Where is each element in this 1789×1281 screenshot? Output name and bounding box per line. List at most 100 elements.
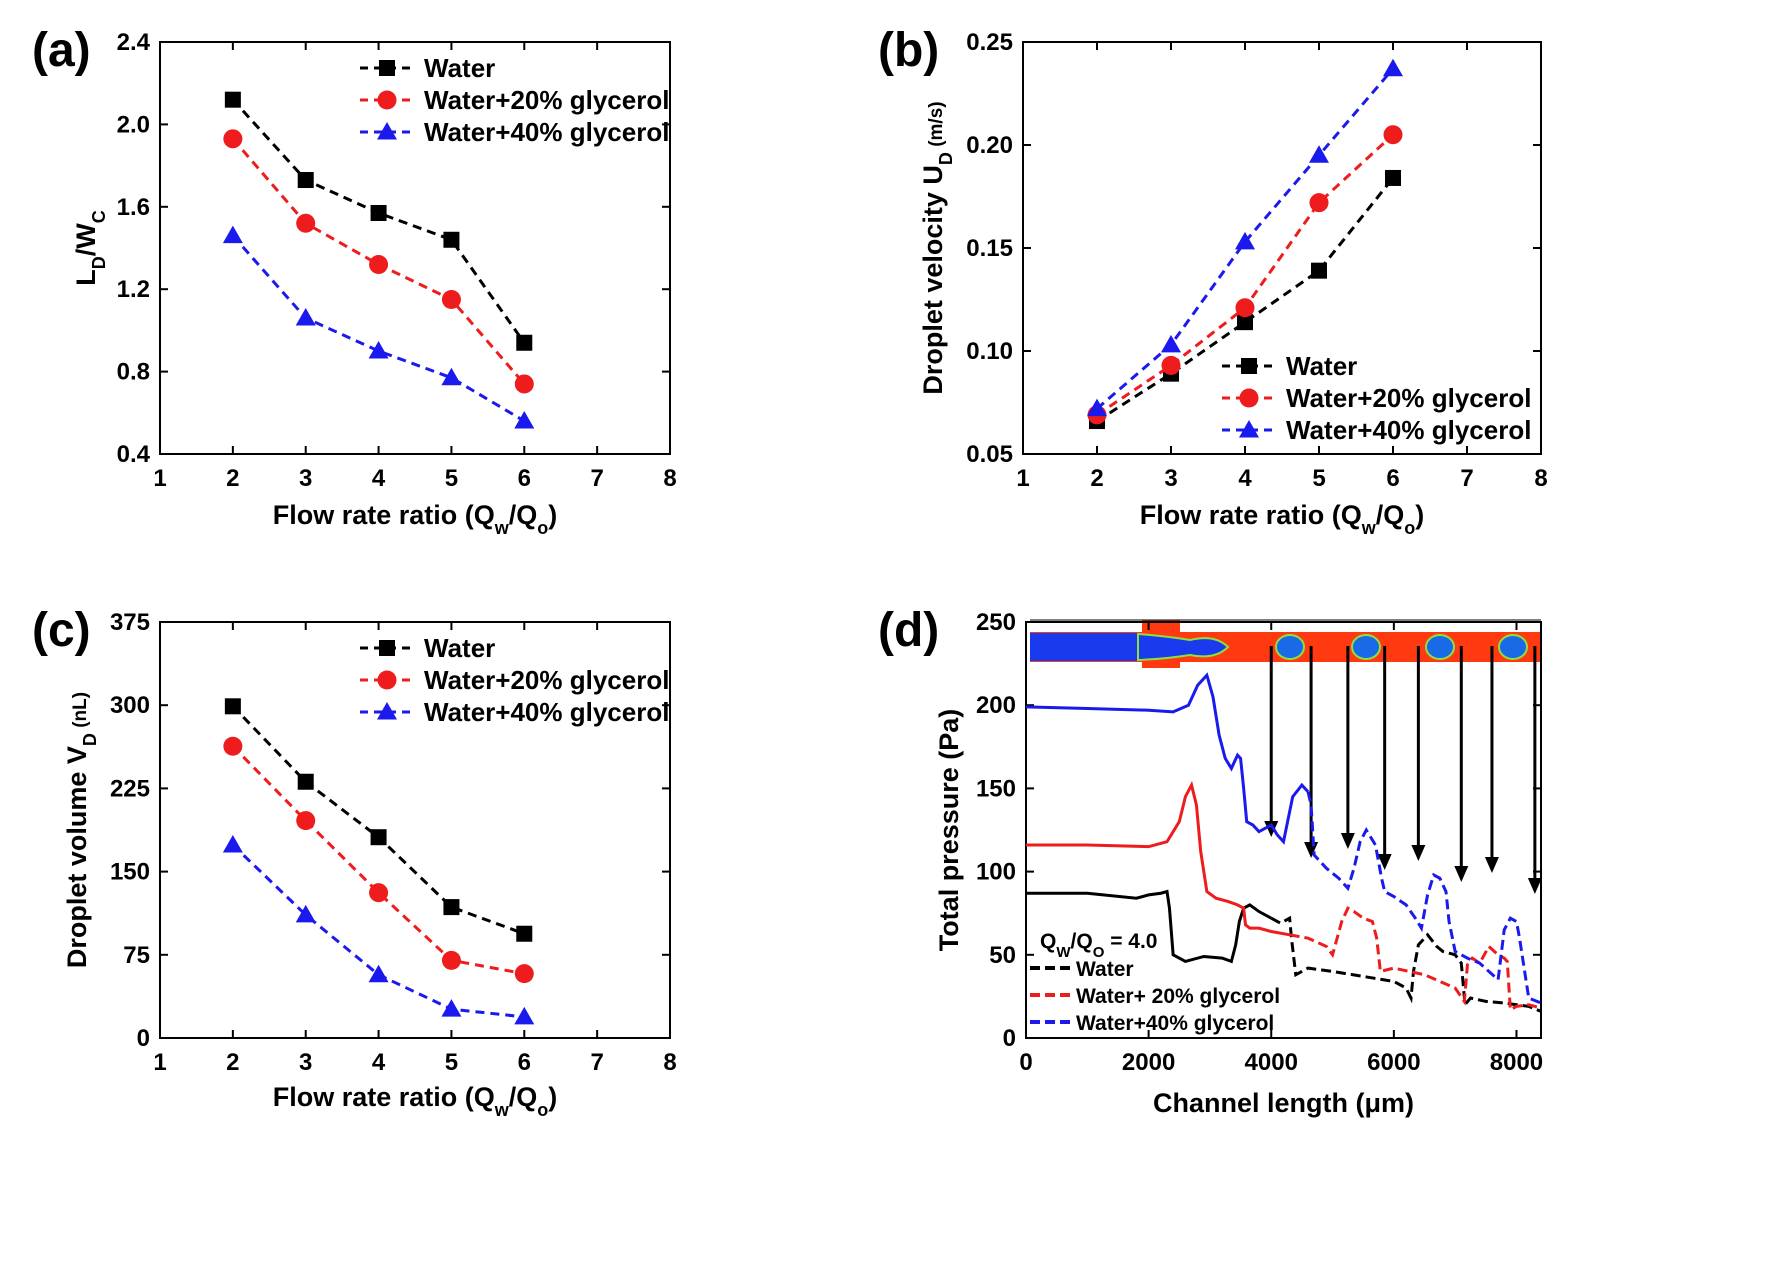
y-axis-label: Droplet volume VD (nL) [62,692,100,968]
data-point [443,231,460,248]
data-point [1237,314,1253,331]
data-point [368,341,389,359]
legend-item: Water [360,633,495,663]
data-point [1309,193,1329,213]
y-tick-label: 200 [976,692,1016,719]
y-axis-label-text: Droplet volume V [62,746,92,968]
x-axis-label: Flow rate ratio (Qw/Qo) [273,1082,558,1120]
data-point [1161,355,1181,375]
x-axis-label: Flow rate ratio (Qw/Qo) [273,500,558,538]
x-tick-label: 2000 [1122,1049,1175,1076]
y-axis-label-sub: D [80,733,100,746]
dispersed-inlet [1030,633,1140,661]
series-line-dashed [1289,906,1542,1013]
flow-ratio-annotation: QW/QO = 4.0 [1040,930,1158,961]
data-point [224,698,241,715]
plot-frame [1025,621,1542,1039]
legend-label: Water+40% glycerol [1076,1012,1274,1035]
y-tick-label: 0.10 [966,338,1013,365]
droplet [1275,634,1305,660]
annotation-text: Q [1040,930,1056,953]
series-line [231,843,525,1019]
plot-frame [159,41,671,455]
x-tick-label: 6 [518,1049,531,1076]
y-tick-label: 0 [1003,1025,1016,1052]
panel-b: (b) 1 2 3 4 5 6 7 8 0.05 0.10 0.15 0.20 0.25 Flow rate… [878,24,1548,538]
y-tick-label: 150 [110,859,150,886]
x-axis-label-text: Flow rate ratio (Q [273,500,495,530]
data-point [370,829,387,846]
data-point [297,172,314,189]
data-point [441,367,462,386]
legend-label: Water [1076,958,1134,981]
data-point [1235,231,1255,250]
plot-frame [159,621,671,1039]
data-point [443,899,460,916]
panel-label: (d) [878,604,939,657]
legend-item: Water+40% glycerol [1030,1012,1274,1035]
series-line [231,745,525,976]
series-line-solid [1026,780,1290,937]
x-tick-label: 4 [372,465,386,492]
series-water-40-glycerol [222,834,535,1025]
data-point [441,950,461,970]
data-point [516,925,533,942]
legend-item: Water+20% glycerol [1222,383,1531,413]
x-axis-label-mid: /Q [1376,500,1405,530]
x-axis-label-end: ) [548,1082,557,1112]
data-point [368,964,389,983]
forming-droplet [1137,632,1230,662]
data-point [297,773,314,790]
legend-item: Water+20% glycerol [360,665,669,695]
data-point [222,225,243,244]
arrow-head [1264,821,1279,837]
series-water-40-glycerol [1025,672,1542,1005]
series-water-20-glycerol [1026,780,1542,1013]
x-axis-label-mid: /Q [509,1082,538,1112]
data-point [1311,262,1327,279]
annotation-end: = 4.0 [1104,930,1157,953]
arrow-head [1411,845,1426,861]
legend-marker [377,122,397,140]
arrow-head [1484,857,1499,873]
x-axis-label-mid: /Q [509,500,538,530]
y-axis-label-mid: /W [71,223,101,257]
legend-marker [377,90,397,110]
x-axis-label-sub: o [537,1100,548,1120]
legend-label: Water [424,633,495,663]
panel-label: (c) [32,604,91,657]
data-point [516,334,533,351]
y-axis-label-end: (m/s) [926,101,947,152]
arrow-head [1377,854,1392,870]
legend-item: Water+ 20% glycerol [1030,985,1280,1008]
y-tick-label: 1.2 [117,276,150,303]
x-tick-label: 3 [299,465,312,492]
x-tick-label: 6 [1386,465,1399,492]
legend-marker [1239,420,1259,438]
y-tick-label: 0.05 [966,441,1013,468]
x-axis-label-end: ) [1415,500,1424,530]
legend-marker [379,640,395,656]
series-water-20-glycerol [1087,125,1403,425]
data-point [370,204,387,221]
x-tick-label: 1 [153,465,166,492]
x-tick-label: 6 [518,465,531,492]
y-tick-label: 2.0 [117,111,150,138]
series-water-20-glycerol [223,736,534,984]
y-tick-label: 0.4 [117,441,151,468]
y-axis-label-sub: C [89,210,109,223]
legend-marker [1239,388,1259,408]
arrow-head [1454,866,1469,882]
legend-label: Water+40% glycerol [424,697,669,727]
x-axis-label: Flow rate ratio (Qw/Qo) [1140,500,1425,538]
data-point [514,964,534,984]
data-point [1309,145,1329,163]
y-axis-label: Total pressure (Pa) [934,709,964,952]
series-water [224,698,533,942]
data-point [1235,298,1255,318]
data-point [295,904,316,923]
y-tick-label: 150 [976,775,1016,802]
data-point [1385,169,1401,186]
x-tick-label: 7 [590,1049,603,1076]
